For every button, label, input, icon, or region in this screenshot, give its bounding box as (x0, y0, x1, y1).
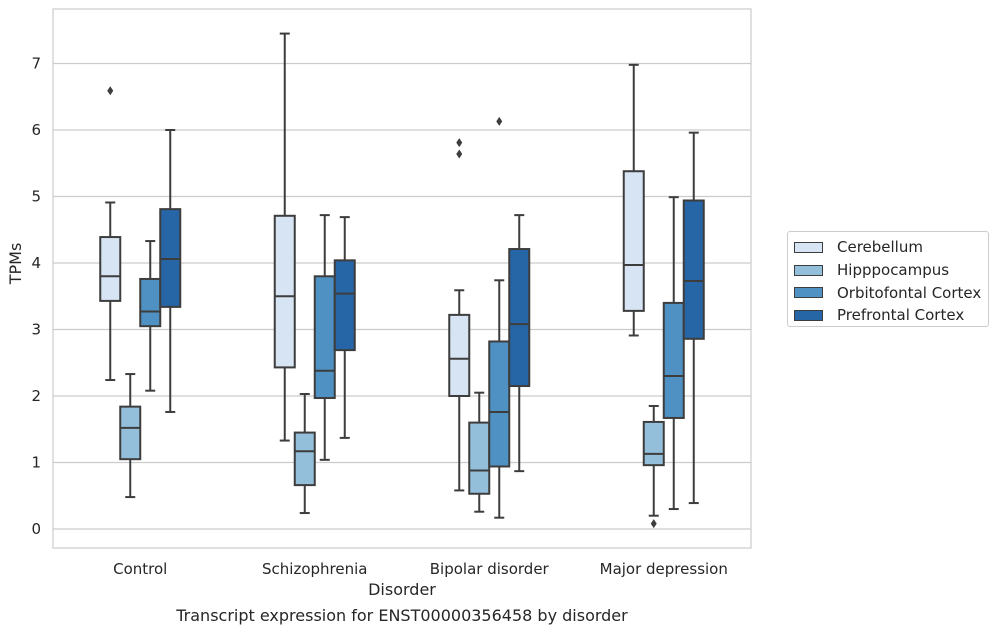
box-orbitofontal-cortex (662, 196, 685, 511)
legend-item: Orbitofontal Cortex (794, 281, 988, 304)
y-tick-label: 7 (31, 55, 41, 73)
outlier-marker (107, 86, 114, 96)
y-tick-label: 6 (31, 121, 41, 139)
box-cerebellum (622, 63, 645, 337)
box-hipppocampus (642, 404, 665, 529)
outlier-marker (456, 138, 463, 148)
box-prefrontal-cortex (682, 131, 705, 505)
box-iqr (448, 313, 471, 397)
legend-swatch (794, 241, 823, 253)
box-hipppocampus (293, 393, 316, 515)
outlier-marker (650, 519, 657, 529)
box-prefrontal-cortex (333, 216, 356, 439)
legend-swatch (794, 287, 823, 299)
box-layer (99, 32, 705, 529)
legend-label: Prefrontal Cortex (837, 306, 965, 325)
y-tick-label: 4 (31, 254, 41, 272)
box-iqr (468, 421, 491, 495)
box-iqr (642, 420, 665, 467)
legend-item: Hipppocampus (794, 259, 988, 282)
box-hipppocampus (119, 373, 142, 499)
y-tick-label: 3 (31, 321, 41, 339)
chart-caption: Transcript expression for ENST0000035645… (176, 606, 628, 625)
box-iqr (682, 199, 705, 340)
box-cerebellum (448, 138, 471, 492)
box-prefrontal-cortex (508, 214, 531, 473)
plot-area-frame (52, 8, 752, 549)
box-iqr (99, 236, 122, 302)
box-orbitofontal-cortex (488, 116, 511, 519)
y-tick-label: 2 (31, 387, 41, 405)
x-tick-label: Major depression (600, 560, 728, 578)
box-iqr (313, 275, 336, 399)
x-axis-label: Disorder (368, 580, 436, 599)
axis-labels: 0 1 2 3 4 5 6 7 Control Schizophrenia Bipolar diso… (6, 55, 728, 600)
legend-label: Cerebellum (837, 238, 923, 257)
box-iqr (508, 248, 531, 388)
box-iqr (273, 214, 296, 369)
box-iqr (293, 431, 316, 487)
legend-swatch (794, 309, 823, 321)
box-iqr (662, 301, 685, 419)
y-tick-label: 0 (31, 520, 41, 538)
box-prefrontal-cortex (159, 129, 182, 413)
box-iqr (333, 259, 356, 352)
y-tick-label: 1 (31, 454, 41, 472)
box-cerebellum (99, 86, 122, 382)
legend: Cerebellum Hipppocampus Orbitofontal Corte… (787, 231, 989, 327)
x-tick-label: Control (113, 560, 167, 578)
box-orbitofontal-cortex (313, 214, 336, 461)
legend-swatch (794, 264, 823, 276)
box-iqr (488, 340, 511, 468)
y-axis-label: TPMs (6, 243, 25, 286)
box-hipppocampus (468, 391, 491, 513)
legend-label: Hipppocampus (837, 261, 950, 280)
box-orbitofontal-cortex (139, 240, 162, 392)
box-iqr (119, 405, 142, 461)
outlier-marker (456, 149, 463, 159)
legend-item: Cerebellum (794, 236, 988, 259)
legend-item: Prefrontal Cortex (794, 304, 988, 327)
legend-label: Orbitofontal Cortex (837, 283, 982, 302)
box-iqr (139, 277, 162, 328)
outlier-marker (496, 116, 503, 126)
x-tick-label: Bipolar disorder (430, 560, 550, 578)
box-cerebellum (273, 32, 296, 442)
y-tick-label: 5 (31, 188, 41, 206)
x-tick-label: Schizophrenia (262, 560, 367, 578)
box-iqr (622, 170, 645, 312)
